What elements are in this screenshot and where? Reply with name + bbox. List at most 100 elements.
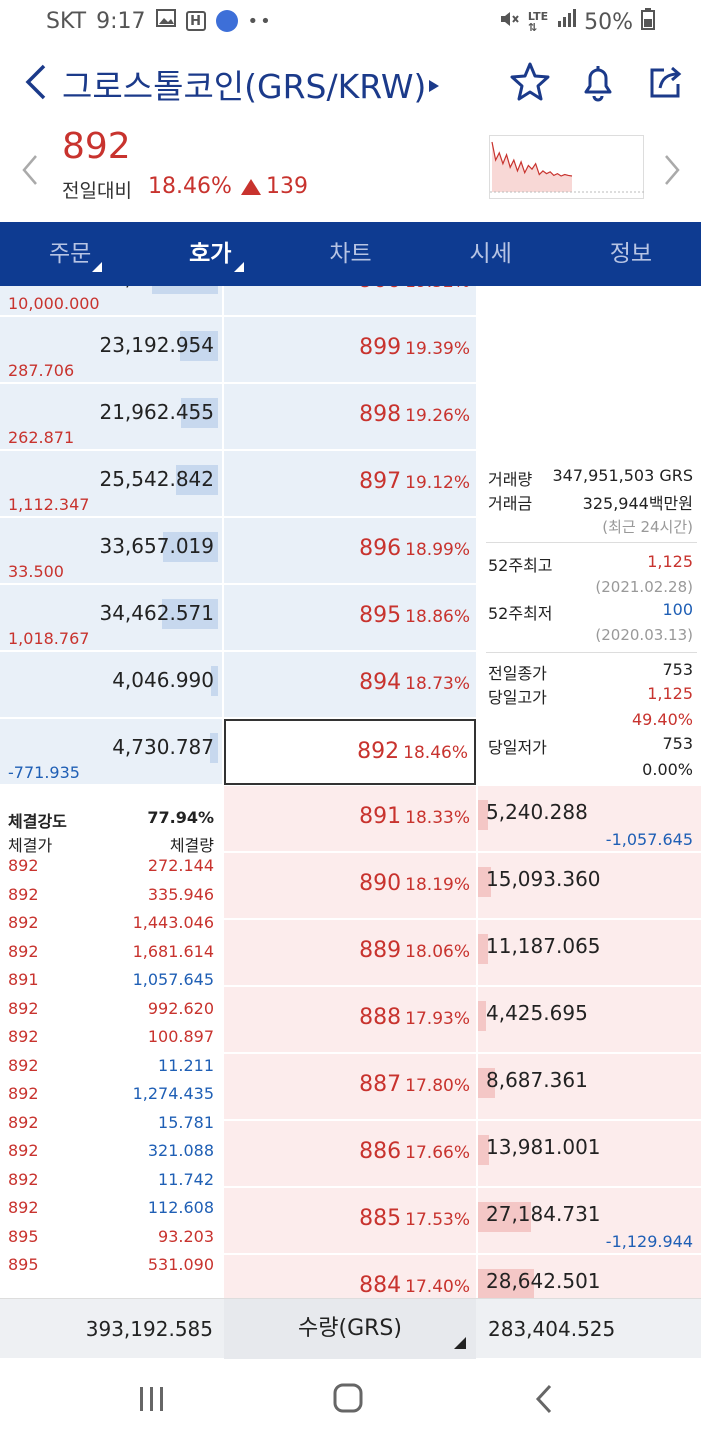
ask-row[interactable]: 34,462.571 1,018.767: [0, 585, 222, 651]
trade-quantity: 531.090: [147, 1255, 214, 1274]
trade-quantity: 335.946: [147, 884, 214, 904]
ask-quantity: 33,657.019: [99, 534, 214, 558]
ask-row[interactable]: 72,011.148 10,000.000: [0, 286, 222, 316]
mini-price-chart[interactable]: [489, 135, 645, 199]
ask-row[interactable]: 4,730.787 -771.935: [0, 719, 222, 785]
price-percent: 19.26%: [405, 406, 470, 426]
bid-quantity: 8,687.361: [486, 1068, 588, 1092]
price-percent: 17.66%: [405, 1143, 470, 1163]
ask-volume-bar: [180, 331, 218, 361]
nav-back-icon[interactable]: [526, 1382, 566, 1416]
bid-row[interactable]: 28,642.501: [478, 1255, 701, 1298]
share-icon[interactable]: [644, 60, 688, 104]
ask-price-cell[interactable]: 894 18.73%: [224, 652, 476, 718]
trade-row: 892 335.946: [8, 885, 214, 913]
price-value: 884: [359, 1273, 402, 1298]
more-dots-icon: ••: [247, 10, 273, 32]
trade-quantity: 11.211: [158, 1055, 214, 1075]
ask-row[interactable]: 25,542.842 1,112.347: [0, 451, 222, 517]
price-value: 891: [359, 804, 402, 829]
bid-price-cell[interactable]: 890 18.19%: [224, 853, 476, 919]
bell-icon[interactable]: [576, 60, 620, 104]
bid-price-cell[interactable]: 885 17.53%: [224, 1188, 476, 1254]
ask-price-cell[interactable]: 892 18.46%: [224, 719, 476, 785]
price-percent: 17.40%: [405, 1277, 470, 1297]
tab-2[interactable]: 차트: [280, 222, 420, 286]
ask-price: 894 18.73%: [359, 670, 470, 695]
signal-icon: [556, 9, 577, 35]
ask-price-cell[interactable]: 900 19.52%: [224, 286, 476, 316]
bid-row[interactable]: 13,981.001: [478, 1121, 701, 1187]
tab-1[interactable]: 호가: [140, 222, 280, 286]
change-label: 전일대비: [62, 180, 132, 202]
current-price: 892: [62, 126, 131, 167]
tab-3[interactable]: 시세: [421, 222, 561, 286]
ask-row[interactable]: 23,192.954 287.706: [0, 317, 222, 383]
day-high-label: 당일고가: [488, 688, 547, 707]
price-value: 900: [359, 286, 401, 293]
trade-row: 895 531.090: [8, 1255, 214, 1283]
ask-price-cell[interactable]: 898 19.26%: [224, 384, 476, 450]
back-icon[interactable]: [18, 60, 54, 104]
ask-volume-bar: [162, 599, 218, 629]
day-low-percent: 0.00%: [642, 760, 693, 779]
page-title[interactable]: 그로스톨코인(GRS/KRW): [62, 67, 427, 106]
next-coin-icon[interactable]: [660, 152, 684, 188]
strength-label: 체결강도: [8, 812, 67, 831]
price-percent: 18.19%: [405, 875, 470, 895]
bid-price-cell[interactable]: 884 17.40%: [224, 1255, 476, 1298]
day-low-value: 753: [662, 734, 693, 753]
title-dropdown-icon[interactable]: [429, 80, 439, 92]
prev-close-value: 753: [662, 660, 693, 679]
unit-dropdown-icon[interactable]: [454, 1337, 466, 1349]
bid-row[interactable]: 11,187.065: [478, 920, 701, 986]
recent-apps-icon[interactable]: [132, 1382, 172, 1416]
ask-price: 900 19.52%: [359, 286, 470, 293]
bid-price-cell[interactable]: 886 17.66%: [224, 1121, 476, 1187]
ask-change: 10,000.000: [8, 294, 100, 313]
ask-row[interactable]: 4,046.990: [0, 652, 222, 718]
trade-row: 895 93.203: [8, 1227, 214, 1255]
bid-volume-bar: [478, 867, 491, 897]
ask-change: 287.706: [8, 361, 75, 380]
ask-price-cell[interactable]: 896 18.99%: [224, 518, 476, 584]
ask-price-cell[interactable]: 895 18.86%: [224, 585, 476, 651]
bid-price-cell[interactable]: 887 17.80%: [224, 1054, 476, 1120]
star-icon[interactable]: [508, 60, 552, 104]
price-percent: 18.46%: [403, 743, 468, 763]
bid-row[interactable]: 27,184.731 -1,129.944: [478, 1188, 701, 1254]
bid-row[interactable]: 15,093.360: [478, 853, 701, 919]
price-percent: 18.99%: [405, 540, 470, 560]
home-icon[interactable]: [328, 1382, 368, 1416]
bid-row[interactable]: 4,425.695: [478, 987, 701, 1053]
tab-corner-icon: [92, 262, 102, 272]
price-percent: 18.73%: [405, 674, 470, 694]
trade-row: 892 11.742: [8, 1170, 214, 1198]
bid-row[interactable]: 5,240.288 -1,057.645: [478, 786, 701, 852]
tab-0[interactable]: 주문: [0, 222, 140, 286]
bid-price-cell[interactable]: 889 18.06%: [224, 920, 476, 986]
trade-row: 892 1,443.046: [8, 913, 214, 941]
trade-row: 892 11.211: [8, 1056, 214, 1084]
price-summary: 892 전일대비 18.46% 139: [0, 122, 701, 218]
trade-quantity: 93.203: [158, 1226, 214, 1246]
prev-coin-icon[interactable]: [18, 152, 42, 188]
tab-4[interactable]: 정보: [561, 222, 701, 286]
trade-quantity: 15.781: [158, 1112, 214, 1132]
ask-row[interactable]: 21,962.455 262.871: [0, 384, 222, 450]
bid-row[interactable]: 8,687.361: [478, 1054, 701, 1120]
price-percent: 19.52%: [405, 286, 470, 292]
ask-price-cell[interactable]: 899 19.39%: [224, 317, 476, 383]
price-percent: 19.12%: [405, 473, 470, 493]
unit-selector[interactable]: 수량(GRS): [224, 1299, 476, 1359]
bid-total: 283,404.525: [488, 1317, 616, 1341]
trade-price: 892: [8, 1198, 39, 1217]
trade-price: 895: [8, 1255, 39, 1274]
trade-row: 892 1,681.614: [8, 942, 214, 970]
price-percent: 18.86%: [405, 607, 470, 627]
ask-row[interactable]: 33,657.019 33.500: [0, 518, 222, 584]
trade-row: 892 1,274.435: [8, 1084, 214, 1112]
bid-price-cell[interactable]: 888 17.93%: [224, 987, 476, 1053]
ask-price-cell[interactable]: 897 19.12%: [224, 451, 476, 517]
bid-price-cell[interactable]: 891 18.33%: [224, 786, 476, 852]
